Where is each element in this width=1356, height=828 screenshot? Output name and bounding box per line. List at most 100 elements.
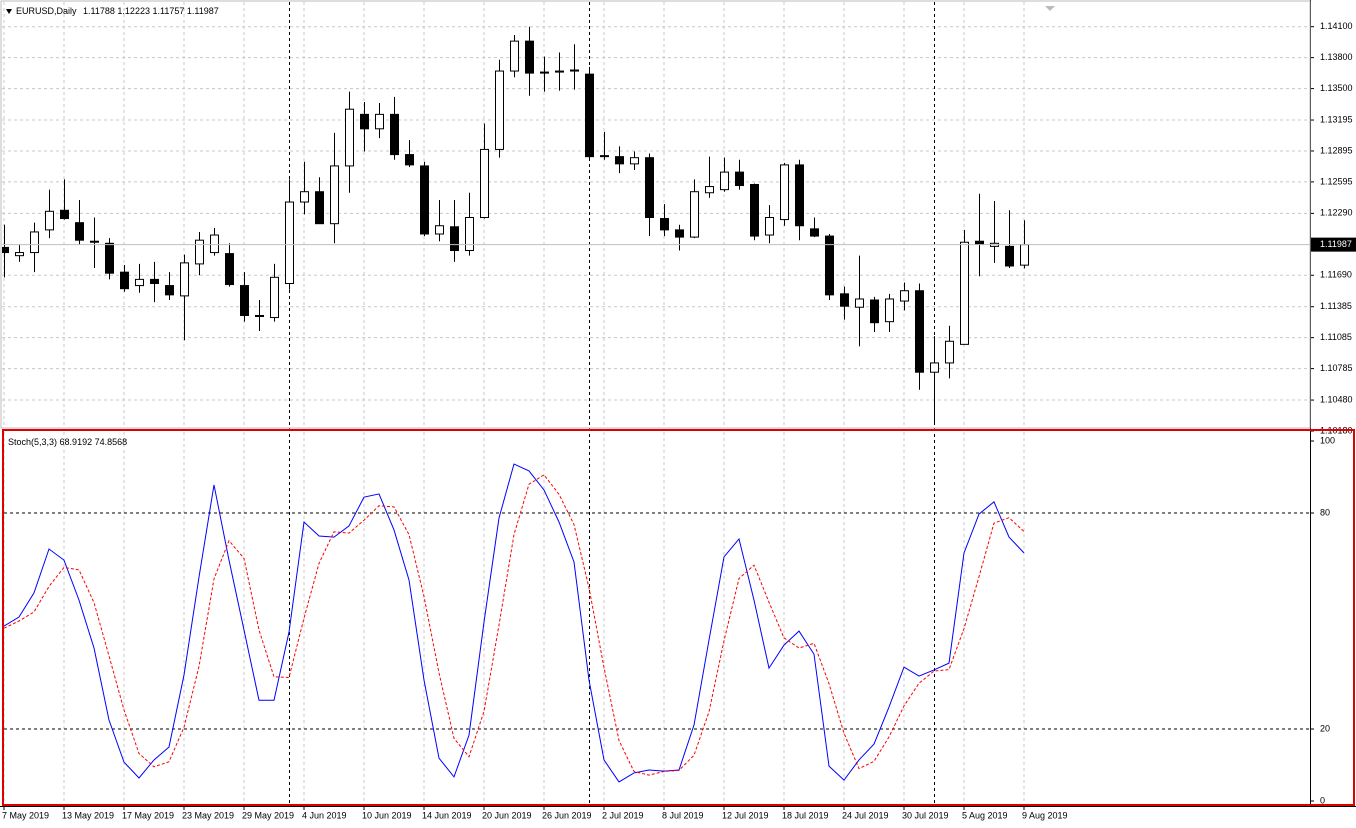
candle-body bbox=[810, 228, 819, 237]
y-tick-label: 1.13800 bbox=[1320, 52, 1353, 62]
candle-body bbox=[585, 73, 594, 158]
candle-body bbox=[405, 154, 414, 166]
x-tick-label: 12 Jul 2019 bbox=[722, 810, 769, 820]
candle-body bbox=[840, 293, 849, 307]
candle-body bbox=[645, 157, 654, 218]
candle-body bbox=[615, 156, 624, 165]
candle-body bbox=[480, 148, 489, 218]
indicator-title: Stoch(5,3,3) bbox=[8, 437, 57, 447]
x-tick-label: 9 Aug 2019 bbox=[1022, 810, 1068, 820]
candle-body bbox=[315, 191, 324, 225]
candle-body bbox=[705, 186, 714, 194]
candle-body bbox=[435, 225, 444, 235]
y-tick-label: 1.11385 bbox=[1320, 301, 1352, 311]
candle-body bbox=[960, 241, 969, 345]
candle-body bbox=[135, 278, 144, 287]
y-tick-label: 100 bbox=[1320, 435, 1335, 445]
y-tick-label: 1.11085 bbox=[1320, 332, 1352, 342]
candle-body bbox=[2, 246, 9, 254]
y-tick-label: 20 bbox=[1320, 723, 1330, 733]
candle-body bbox=[30, 231, 39, 254]
candle-body bbox=[1005, 245, 1014, 267]
candle-body bbox=[825, 235, 834, 296]
candle-body bbox=[300, 191, 309, 203]
candle-body bbox=[255, 314, 264, 318]
candle-body bbox=[45, 210, 54, 231]
candle-body bbox=[780, 164, 789, 221]
candle-body bbox=[525, 40, 534, 74]
candle-body bbox=[915, 290, 924, 373]
x-tick-label: 17 May 2019 bbox=[122, 810, 174, 820]
x-tick-label: 5 Aug 2019 bbox=[962, 810, 1008, 820]
candle-body bbox=[75, 222, 84, 241]
y-tick-label: 1.14100 bbox=[1320, 21, 1353, 31]
candle-body bbox=[195, 239, 204, 265]
candle-body bbox=[465, 217, 474, 252]
y-tick-label: 1.12895 bbox=[1320, 145, 1353, 155]
candle-body bbox=[420, 165, 429, 235]
x-tick-label: 18 Jul 2019 bbox=[782, 810, 829, 820]
candle-body bbox=[660, 218, 669, 231]
indicator-header: Stoch(5,3,3) 68.9192 74.8568 bbox=[8, 437, 127, 447]
x-tick-label: 23 May 2019 bbox=[182, 810, 234, 820]
candle-body bbox=[885, 298, 894, 323]
y-tick-label: 1.10480 bbox=[1320, 394, 1353, 404]
symbol: EURUSD,Daily bbox=[16, 6, 77, 16]
stoch-line bbox=[4, 474, 1025, 776]
candle-body bbox=[675, 229, 684, 238]
x-tick-label: 10 Jun 2019 bbox=[362, 810, 412, 820]
candle-body bbox=[165, 285, 174, 296]
candle-body bbox=[390, 113, 399, 156]
candle-body bbox=[330, 165, 339, 225]
candle-body bbox=[60, 209, 69, 220]
candle-body bbox=[150, 278, 159, 285]
header-close: 1.11987 bbox=[187, 6, 219, 16]
candle-body bbox=[690, 191, 699, 238]
x-tick-label: 8 Jul 2019 bbox=[662, 810, 704, 820]
axes: 1.14100 1.13800 1.13500 1.13195 1.12895 1.125… bbox=[2, 21, 1356, 820]
y-tick-label: 80 bbox=[1320, 507, 1330, 517]
d-value: 74.8568 bbox=[95, 437, 128, 447]
candle-body bbox=[570, 69, 579, 72]
candle-body bbox=[90, 240, 99, 243]
candle-body bbox=[975, 240, 984, 245]
shift-marker bbox=[1045, 6, 1055, 11]
header-open: 1.11788 bbox=[83, 6, 115, 16]
current-price-label: 1.11987 bbox=[1320, 239, 1352, 249]
candle-body bbox=[945, 340, 954, 364]
y-tick-label: 0 bbox=[1320, 795, 1325, 805]
x-tick-label: 4 Jun 2019 bbox=[302, 810, 347, 820]
candle-body bbox=[360, 113, 369, 130]
candle-body bbox=[345, 108, 354, 167]
candle-body bbox=[555, 70, 564, 73]
candle-body bbox=[1020, 244, 1029, 266]
candle-body bbox=[210, 234, 219, 254]
header-low: 1.11757 bbox=[152, 6, 184, 16]
candle-body bbox=[630, 157, 639, 165]
y-tick-label: 1.12595 bbox=[1320, 176, 1353, 186]
x-tick-label: 30 Jul 2019 bbox=[902, 810, 949, 820]
candle-body bbox=[930, 362, 939, 373]
x-tick-label: 14 Jun 2019 bbox=[422, 810, 472, 820]
menu-arrow bbox=[6, 9, 12, 14]
x-tick-label: 26 Jun 2019 bbox=[542, 810, 592, 820]
stoch-lines bbox=[4, 463, 1025, 783]
candle-body bbox=[750, 183, 759, 237]
y-tick-label: 1.13500 bbox=[1320, 83, 1353, 93]
candle-body bbox=[600, 155, 609, 158]
candle-body bbox=[855, 298, 864, 308]
candle-body bbox=[510, 40, 519, 72]
y-tick-label: 1.10785 bbox=[1320, 363, 1353, 373]
candle-body bbox=[375, 113, 384, 130]
candle-body bbox=[495, 70, 504, 150]
y-tick-label: 1.12290 bbox=[1320, 208, 1353, 218]
candle-body bbox=[765, 217, 774, 236]
candle-body bbox=[105, 242, 114, 274]
x-tick-label: 2 Jul 2019 bbox=[602, 810, 644, 820]
k-value: 68.9192 bbox=[60, 437, 93, 447]
candle-body bbox=[450, 226, 459, 252]
main-frame bbox=[0, 0, 1311, 429]
